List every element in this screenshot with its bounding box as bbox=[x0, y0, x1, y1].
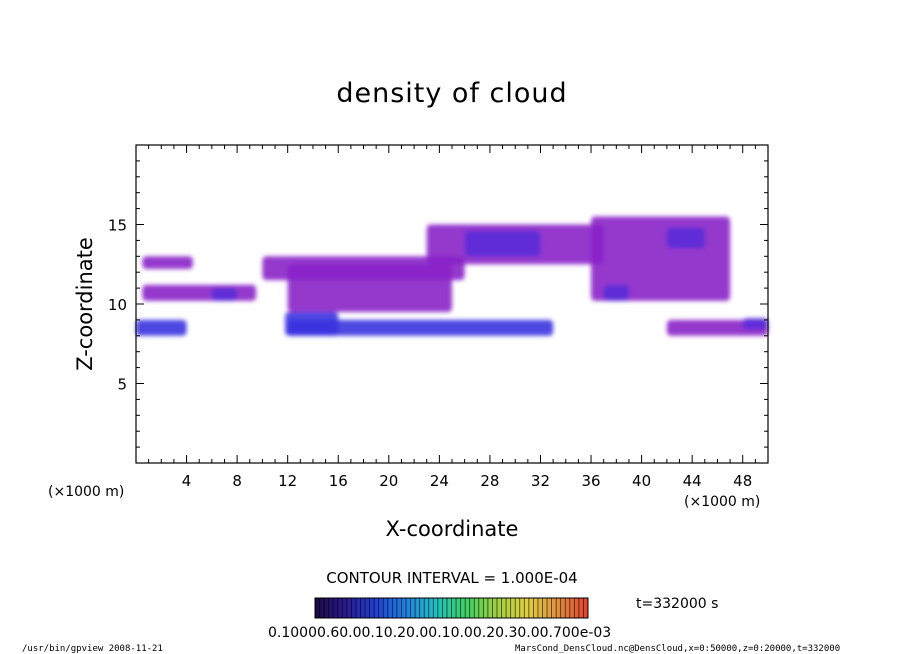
x-tick-label: 24 bbox=[430, 472, 449, 490]
plot-area bbox=[135, 144, 769, 464]
cloud-region bbox=[142, 284, 257, 301]
x-tick-label: 40 bbox=[632, 472, 651, 490]
x-tick-label: 48 bbox=[733, 472, 752, 490]
x-tick-labels: 4 8 12 16 20 24 28 32 36 40 44 48 bbox=[182, 472, 752, 490]
x-tick-label: 32 bbox=[531, 472, 550, 490]
cloud-region bbox=[742, 318, 768, 330]
colorbar-labels: 0.10000.60.00.10.20.00.10.00.20.30.00.70… bbox=[268, 625, 611, 641]
cloud-region bbox=[211, 288, 238, 301]
chart-title: density of cloud bbox=[336, 78, 567, 109]
x-unit-right: (×1000 m) bbox=[684, 494, 760, 510]
footer-right: MarsCond_DensCloud.nc@DensCloud,x=0:5000… bbox=[515, 644, 840, 654]
cloud-region bbox=[287, 264, 452, 312]
cloud-field bbox=[136, 216, 768, 336]
x-tick-label: 12 bbox=[278, 472, 297, 490]
colorbar bbox=[314, 597, 589, 619]
cloud-region bbox=[136, 319, 187, 336]
cloud-region bbox=[464, 230, 541, 257]
x-axis-title: X-coordinate bbox=[386, 517, 519, 541]
x-tick-label: 16 bbox=[329, 472, 348, 490]
y-axis-title: Z-coordinate bbox=[73, 237, 97, 371]
cloud-region bbox=[666, 227, 705, 249]
x-tick-label: 44 bbox=[683, 472, 702, 490]
y-tick-label: 5 bbox=[117, 376, 127, 394]
x-tick-label: 8 bbox=[232, 472, 242, 490]
x-unit-left: (×1000 m) bbox=[48, 484, 124, 500]
contour-interval-label: CONTOUR INTERVAL = 1.000E-04 bbox=[326, 569, 577, 587]
y-tick-labels: 5 10 15 bbox=[108, 217, 127, 394]
footer-left: /usr/bin/gpview 2008-11-21 bbox=[22, 644, 163, 654]
x-tick-label: 4 bbox=[182, 472, 192, 490]
x-tick-label: 20 bbox=[379, 472, 398, 490]
cloud-region bbox=[142, 256, 193, 270]
y-tick-label: 10 bbox=[108, 296, 127, 314]
time-label: t=332000 s bbox=[636, 596, 718, 612]
x-tick-label: 28 bbox=[480, 472, 499, 490]
cloud-region bbox=[287, 319, 554, 336]
cloud-region bbox=[603, 284, 629, 301]
colorbar-dividers bbox=[319, 598, 584, 618]
y-tick-label: 15 bbox=[108, 217, 127, 235]
x-tick-label: 36 bbox=[581, 472, 600, 490]
colorbar-frame bbox=[314, 597, 589, 619]
axis-ticks bbox=[136, 145, 768, 463]
